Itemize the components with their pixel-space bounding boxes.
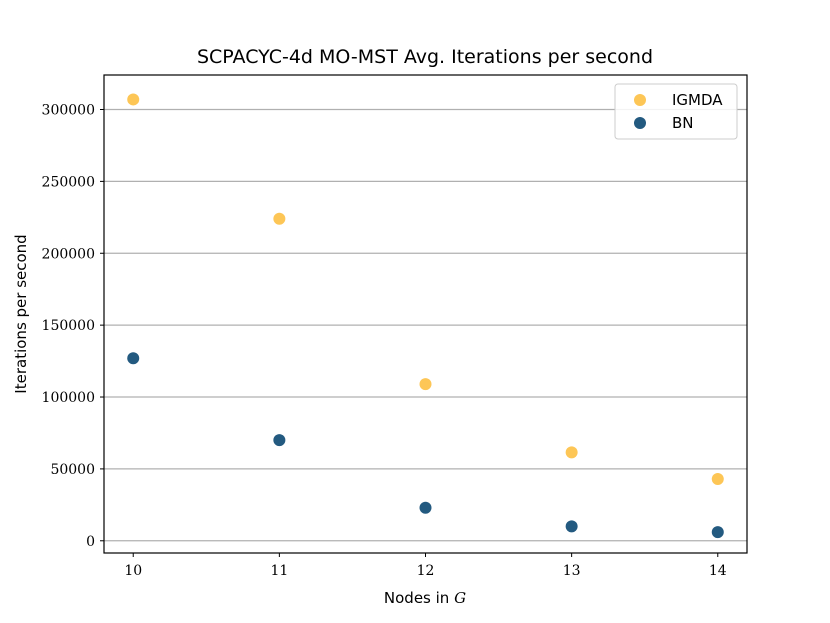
point-bn-12 [419,501,432,514]
point-bn-14 [711,526,724,539]
y-tick-label: 0 [86,534,95,550]
legend-label-bn: BN [672,114,694,132]
chart-title: SCPACYC-4d MO-MST Avg. Iterations per se… [197,46,653,68]
point-bn-13 [565,520,578,533]
x-tick-label: 11 [270,563,288,579]
legend: IGMDA BN [614,83,738,140]
point-bn-11 [273,434,286,447]
point-igmda-11 [273,212,286,225]
y-tick-label: 50000 [50,462,95,478]
y-tick-label: 150000 [42,318,95,334]
x-tick-label: 14 [709,563,727,579]
x-axis-label: Nodes in G [384,589,466,607]
y-tick-label: 250000 [42,174,95,190]
y-tick-label: 200000 [42,246,95,262]
point-bn-10 [127,352,140,365]
legend-label-igmda: IGMDA [672,91,723,109]
y-tick-label: 300000 [42,103,95,119]
x-tick-label: 13 [563,563,581,579]
point-igmda-10 [127,93,140,106]
data-points [127,93,724,539]
x-tick-label: 10 [124,563,142,579]
point-igmda-14 [711,472,724,485]
axis-ticks: 0 50000 100000 150000 200000 250000 300000 10 11… [42,103,727,579]
x-axis-label-math: G [454,589,466,607]
x-tick-label: 12 [417,563,435,579]
legend-marker-igmda [634,94,646,106]
legend-marker-bn [634,117,646,129]
y-tick-label: 100000 [42,390,95,406]
x-axis-label-text: Nodes in [384,589,454,607]
point-igmda-13 [565,446,578,459]
y-axis-label: Iterations per second [12,234,30,393]
point-igmda-12 [419,378,432,391]
